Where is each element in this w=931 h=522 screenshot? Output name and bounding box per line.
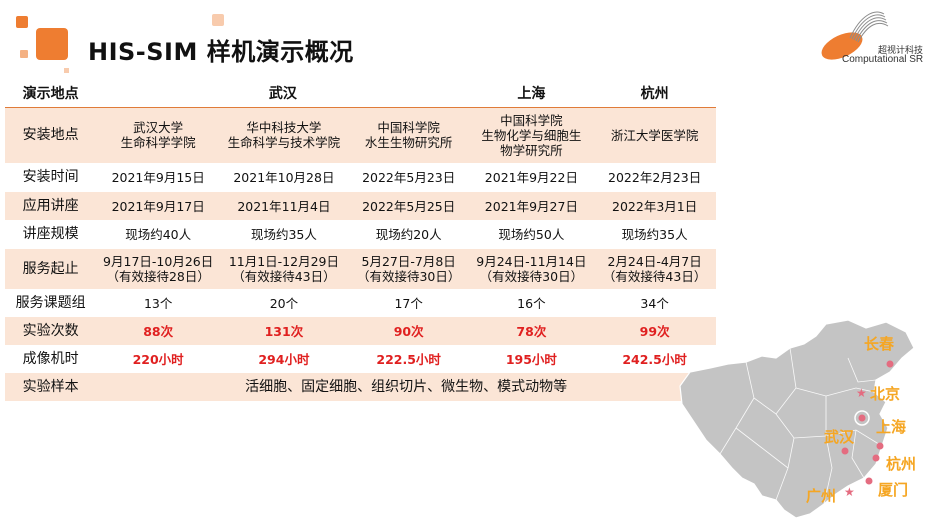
table-cell: 17个 <box>394 295 423 311</box>
table-cell: 2021年9月22日 <box>484 170 578 185</box>
table-cell: 现场约20人 <box>375 227 442 242</box>
row-label: 实验次数 <box>5 317 97 345</box>
table-row: 安装时间 2021年9月15日 2021年10月28日 2022年5月23日 2021年… <box>5 163 716 192</box>
table-row: 讲座规模 现场约40人 现场约35人 现场约20人 现场约50人 现场约35人 <box>5 220 716 249</box>
table-cell: 2021年9月27日 <box>469 192 594 220</box>
map-city-changchun: 长春 <box>864 335 895 353</box>
row-label: 安装地点 <box>5 107 97 163</box>
table-cell: 13个 <box>143 295 173 311</box>
row-label: 应用讲座 <box>5 192 97 220</box>
table-cell: 88次 <box>96 317 221 345</box>
table-cell: 2022年5月23日 <box>362 170 456 185</box>
svg-text:★: ★ <box>844 485 855 499</box>
table-cell: 中国科学院 水生生物研究所 <box>347 107 470 163</box>
page-title: HIS-SIM 样机演示概况 <box>88 38 354 66</box>
table-cell: 武汉大学 生命科学学院 <box>96 107 221 163</box>
table-cell: 2月24日-4月7日 （有效接待43日） <box>593 249 716 289</box>
map-city-beijing: 北京 <box>870 385 901 403</box>
table-cell: 294小时 <box>258 351 310 367</box>
samples-row: 实验样本 活细胞、固定细胞、组织切片、微生物、模式动物等 <box>5 373 716 401</box>
table-row: 应用讲座 2021年9月17日 2021年11月4日 2022年5月25日 2021年9… <box>5 192 716 220</box>
map-city-wuhan: 武汉 <box>824 428 855 446</box>
logo-text-en: Computational SR <box>842 54 924 65</box>
row-label: 讲座规模 <box>22 226 79 242</box>
table-cell: 浙江大学医学院 <box>593 107 716 163</box>
table-cell: 9月24日-11月14日 （有效接待30日） <box>469 249 594 289</box>
table-cell: 195小时 <box>505 351 557 367</box>
table-cell: 9月17日-10月26日 （有效接待28日） <box>96 249 221 289</box>
deco-square-4 <box>212 14 224 26</box>
demo-summary-table: 演示地点 武汉 上海 杭州 安装地点 武汉大学 生命科学学院 华中科技大学 生命科学… <box>5 82 716 401</box>
table-cell: 16个 <box>517 295 546 311</box>
table-cell: 220小时 <box>132 351 184 367</box>
table-cell: 2021年11月4日 <box>220 192 348 220</box>
table-row: 实验次数 88次 131次 90次 78次 99次 <box>5 317 716 345</box>
table-row: 安装地点 武汉大学 生命科学学院 华中科技大学 生命科学与技术学院 中国科学院 水生生… <box>5 107 716 163</box>
table-cell: 99次 <box>593 317 716 345</box>
table-cell: 2022年5月25日 <box>347 192 470 220</box>
table-cell: 华中科技大学 生命科学与技术学院 <box>220 107 348 163</box>
table-cell: 242.5小时 <box>622 351 687 367</box>
row-label: 安装时间 <box>22 169 79 185</box>
table-cell: 现场约35人 <box>621 227 688 242</box>
table-cell: 2022年2月23日 <box>608 170 702 185</box>
table-cell: 11月1日-12月29日 （有效接待43日） <box>220 249 348 289</box>
table-cell: 131次 <box>220 317 348 345</box>
company-logo <box>821 11 889 60</box>
header-city-shanghai: 上海 <box>517 85 546 102</box>
table-cell: 78次 <box>469 317 594 345</box>
row-label: 服务课题组 <box>15 294 86 311</box>
table-cell: 中国科学院 生物化学与细胞生 物学研究所 <box>469 107 594 163</box>
table-cell: 2021年9月17日 <box>96 192 221 220</box>
table-cell: 5月27日-7月8日 （有效接待30日） <box>347 249 470 289</box>
row-label: 服务起止 <box>5 249 97 289</box>
table-cell: 现场约40人 <box>125 227 192 242</box>
table-cell: 2021年9月15日 <box>111 170 205 185</box>
header-label: 演示地点 <box>22 85 79 102</box>
table-row: 服务课题组 13个 20个 17个 16个 34个 <box>5 289 716 317</box>
table-row: 服务起止 9月17日-10月26日 （有效接待28日） 11月1日-12月29日 （… <box>5 249 716 289</box>
table-cell: 2022年3月1日 <box>593 192 716 220</box>
map-city-hangzhou: 杭州 <box>886 455 917 473</box>
header-city-hangzhou: 杭州 <box>640 85 669 102</box>
table-header-row: 演示地点 武汉 上海 杭州 <box>5 82 716 107</box>
table-cell: 34个 <box>640 295 669 311</box>
table-cell: 2021年10月28日 <box>233 170 335 185</box>
header-city-wuhan: 武汉 <box>268 85 297 102</box>
table-cell: 90次 <box>347 317 470 345</box>
map-city-guangzhou: 广州 <box>806 487 837 505</box>
samples-label: 实验样本 <box>5 373 97 401</box>
logo-text-cn: 超视计科技 <box>878 46 924 56</box>
table-cell: 20个 <box>269 295 299 311</box>
map-city-shanghai: 上海 <box>876 418 907 436</box>
deco-square-2 <box>36 28 68 60</box>
table-cell: 222.5小时 <box>376 351 441 367</box>
table-cell: 现场约50人 <box>498 227 565 242</box>
table-row: 成像机时 220小时 294小时 222.5小时 195小时 242.5小时 <box>5 345 716 373</box>
deco-square-3 <box>20 50 28 58</box>
deco-square-1 <box>16 16 28 28</box>
row-label: 成像机时 <box>22 350 79 367</box>
samples-value: 活细胞、固定细胞、组织切片、微生物、模式动物等 <box>96 373 716 401</box>
map-city-xiamen: 厦门 <box>878 481 909 499</box>
svg-text:★: ★ <box>856 386 867 400</box>
china-map: ★ ★ <box>679 319 915 519</box>
table-cell: 现场约35人 <box>250 227 317 242</box>
deco-square-5 <box>64 68 69 73</box>
